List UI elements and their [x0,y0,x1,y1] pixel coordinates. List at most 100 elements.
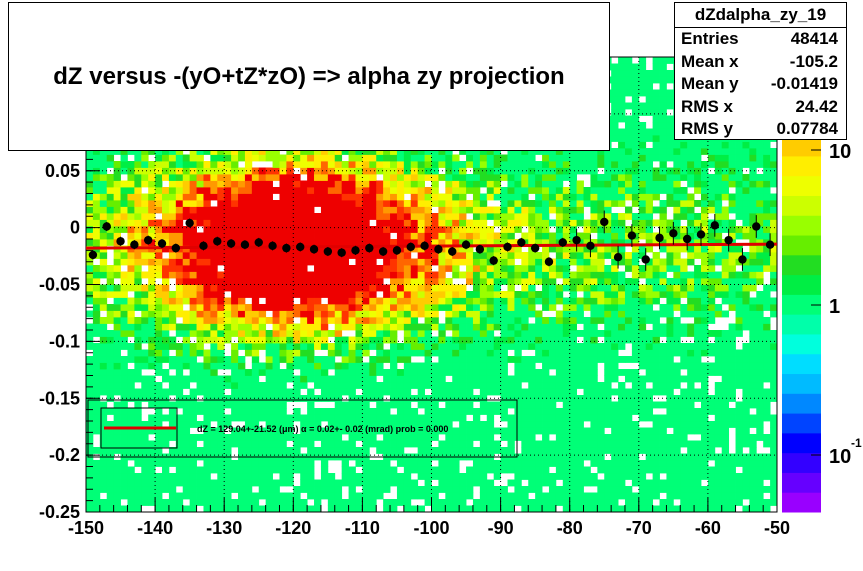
heat-cell [272,447,280,454]
heat-cell [383,258,391,266]
heat-cell [113,499,121,506]
heat-cell [479,427,488,435]
heat-cell [438,154,446,162]
heat-cell [203,245,211,253]
heat-cell [334,479,343,487]
heat-cell [175,291,184,298]
heat-cell [320,466,329,474]
heat-cell [583,167,591,175]
heat-cell [106,369,115,376]
heat-cell [583,323,591,331]
heat-cell [410,278,419,285]
heat-cell [583,388,591,396]
heat-cell [127,349,135,357]
heat-cell [134,421,142,428]
heat-cell [341,213,349,220]
heat-cell [217,317,225,324]
heat-cell [148,473,156,480]
heat-cell [438,349,446,357]
heat-cell [189,304,197,311]
heat-cell [548,200,557,207]
heat-cell [569,505,578,513]
heat-cell [272,271,280,279]
heat-cell [597,310,605,318]
heat-cell [542,271,550,279]
heat-cell [293,304,301,311]
heat-cell [244,486,253,493]
heat-cell [355,375,363,383]
heat-cell [569,382,578,389]
heat-cell [417,414,425,422]
heat-cell [341,252,349,259]
heat-cell [134,362,142,370]
heat-cell [576,453,584,461]
heat-cell [120,434,128,441]
heat-cell [376,401,384,409]
heat-cell [452,395,460,402]
heat-cell [576,148,584,155]
heat-cell [355,232,363,240]
heat-cell [479,180,488,188]
heat-cell [258,486,267,493]
heat-cell [251,317,260,324]
heat-cell [307,239,315,246]
heat-cell [624,174,633,181]
heat-cell [293,343,301,350]
heat-cell [562,447,571,454]
heat-cell [569,310,578,318]
heat-cell [486,206,495,214]
heat-cell [438,388,446,396]
heat-cell [99,460,108,467]
heat-cell [279,206,287,214]
heat-cell [134,193,142,201]
heat-cell [403,440,412,448]
heat-cell [452,336,460,344]
heat-cell [217,310,225,318]
heat-cell [106,193,115,201]
heat-cell [396,206,405,214]
heat-cell [238,330,246,337]
heat-cell [168,505,177,513]
heat-cell [307,206,315,214]
heat-cell [507,226,515,233]
heat-cell [569,148,578,155]
heat-cell [86,343,94,350]
heat-cell [327,154,336,162]
heat-cell [369,174,377,181]
heat-cell [403,154,412,162]
heat-cell [507,401,515,409]
heat-cell [562,200,571,207]
heat-cell [396,232,405,240]
heat-cell [168,414,177,422]
heat-cell [320,408,329,415]
heat-cell [286,479,294,487]
heat-cell [548,401,557,409]
heat-cell [106,362,115,370]
heat-cell [383,336,391,344]
heat-cell [279,219,287,227]
heat-cell [320,323,329,331]
heat-cell [618,336,626,344]
heat-cell [134,200,142,207]
heat-cell [562,213,571,220]
heat-cell [113,317,121,324]
heat-cell [403,375,412,383]
heat-cell [479,382,488,389]
heat-cell [604,213,612,220]
heat-cell [210,304,218,311]
heat-cell [224,414,232,422]
heat-cell [424,408,432,415]
heat-cell [203,200,211,207]
heat-cell [251,291,260,298]
heat-cell [514,252,522,259]
heat-cell [92,297,101,305]
heat-cell [390,291,398,298]
heat-cell [272,278,280,285]
heat-cell [106,434,115,441]
heat-cell [141,440,149,448]
heat-cell [244,466,253,474]
heat-cell [493,245,501,253]
heat-cell [141,388,149,396]
heat-cell [231,271,239,279]
heat-cell [548,375,557,383]
